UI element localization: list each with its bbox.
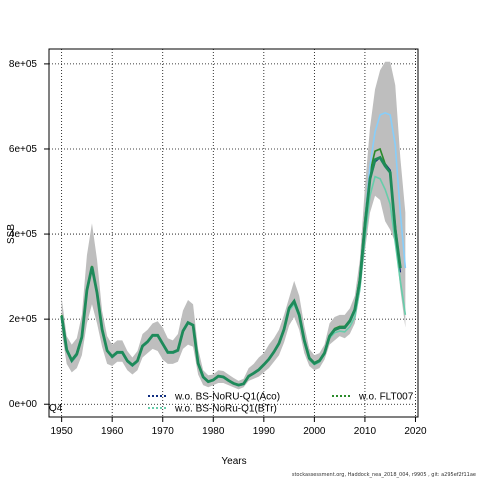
series-lines <box>60 111 407 387</box>
legend-label: w.o. BS-NoRu-Q1(BTr) <box>174 404 277 415</box>
x-axis: 1950 1960 1970 1980 1990 2000 2010 2020 <box>51 417 427 437</box>
x-tick-label: 1950 <box>51 426 74 437</box>
legend-label: w.o. FLT007 <box>358 392 414 403</box>
y-tick-label: 4e+05 <box>9 229 38 240</box>
x-tick-label: 1960 <box>101 426 124 437</box>
confidence-band <box>61 61 406 390</box>
x-tick-label: 2000 <box>303 426 326 437</box>
base-run-line <box>60 155 402 387</box>
x-tick-label: 1970 <box>152 426 175 437</box>
legend-item-0: w.o. BS-NoRU-Q1(Aco) <box>148 392 280 403</box>
x-tick-label: 2010 <box>354 426 377 437</box>
uncertainty-band <box>61 61 406 390</box>
footer-credit: stockassessment.org, Haddock_nea_2018_00… <box>291 472 476 478</box>
x-tick-label: 1980 <box>202 426 225 437</box>
plot-frame <box>48 48 419 418</box>
x-tick-label: 2020 <box>404 426 427 437</box>
legend-item-2: w.o. FLT007 <box>332 392 414 403</box>
y-tick-label: 6e+05 <box>9 144 38 155</box>
y-tick-label: 0e+00 <box>9 399 38 410</box>
x-tick-label: 1990 <box>253 426 276 437</box>
legend: w.o. BS-NoRU-Q1(Aco)w.o. BS-NoRu-Q1(BTr)… <box>148 392 414 415</box>
corner-label: Q4 <box>49 403 63 414</box>
y-tick-label: 8e+05 <box>9 59 38 70</box>
x-axis-title: Years <box>221 456 246 467</box>
y-axis: 0e+00 2e+05 4e+05 6e+05 8e+05 <box>9 59 49 410</box>
y-tick-label: 2e+05 <box>9 314 38 325</box>
legend-label: w.o. BS-NoRU-Q1(Aco) <box>174 392 280 403</box>
legend-item-1: w.o. BS-NoRu-Q1(BTr) <box>148 404 277 415</box>
y-axis-title: SSB <box>6 224 17 244</box>
